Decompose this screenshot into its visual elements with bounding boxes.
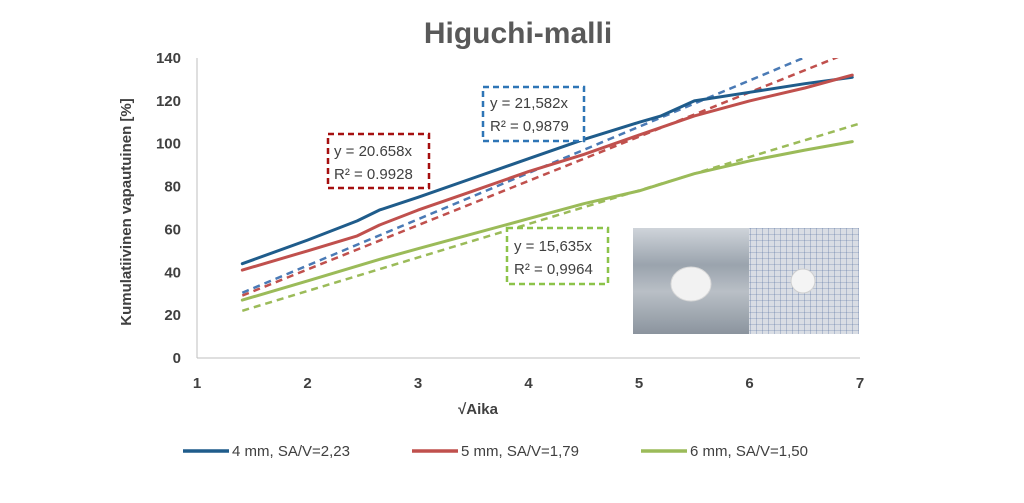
y-tick-label: 120 xyxy=(156,93,181,110)
x-tick-label: 3 xyxy=(414,375,422,392)
y-tick-label: 80 xyxy=(164,179,181,196)
series-line-2 xyxy=(240,140,854,302)
y-tick-label: 20 xyxy=(164,307,181,324)
y-tick-label: 100 xyxy=(156,136,181,153)
annotation-r2-5mm: R² = 0.9928 xyxy=(334,166,413,183)
annotation-equation-5mm: y = 20.658x xyxy=(334,143,412,160)
x-axis-tick-labels: 1 2 3 4 5 6 7 xyxy=(193,375,864,392)
legend-item-5mm: 5 mm, SA/V=1,79 xyxy=(412,443,579,460)
legend-label-5mm: 5 mm, SA/V=1,79 xyxy=(461,443,579,460)
annotation-equation-6mm: y = 15,635x xyxy=(514,238,592,255)
y-tick-label: 140 xyxy=(156,50,181,67)
trendline-annotation-4mm: y = 21,582x R² = 0,9879 xyxy=(481,85,586,143)
annotation-box-6mm xyxy=(505,226,610,286)
legend-label-4mm: 4 mm, SA/V=2,23 xyxy=(232,443,350,460)
trendline-annotation-6mm: y = 15,635x R² = 0,9964 xyxy=(505,226,610,286)
y-tick-label: 40 xyxy=(164,264,181,281)
trendline-annotation-5mm: y = 20.658x R² = 0.9928 xyxy=(326,132,431,190)
legend-item-4mm: 4 mm, SA/V=2,23 xyxy=(183,443,350,460)
annotation-equation-4mm: y = 21,582x xyxy=(490,95,568,112)
chart-title: Higuchi-malli xyxy=(424,17,612,50)
x-tick-label: 7 xyxy=(856,375,864,392)
x-tick-label: 5 xyxy=(635,375,643,392)
series-line-0 xyxy=(240,75,854,266)
x-tick-label: 6 xyxy=(745,375,753,392)
legend: 4 mm, SA/V=2,23 5 mm, SA/V=1,79 6 mm, SA… xyxy=(183,443,808,460)
trendline-0 xyxy=(241,58,807,294)
y-tick-label: 60 xyxy=(164,221,181,238)
y-tick-label: 0 xyxy=(173,350,181,367)
sample-photo xyxy=(633,228,859,334)
annotation-box-5mm xyxy=(326,132,431,190)
legend-item-6mm: 6 mm, SA/V=1,50 xyxy=(641,443,808,460)
annotation-box-4mm xyxy=(481,85,586,143)
x-tick-label: 2 xyxy=(303,375,311,392)
x-tick-label: 1 xyxy=(193,375,201,392)
trendline-1 xyxy=(241,58,839,297)
y-axis-tick-labels: 0 20 40 60 80 100 120 140 xyxy=(156,50,181,367)
y-axis-label: Kumulatiivinen vapautuinen [%] xyxy=(118,98,135,326)
x-tick-label: 4 xyxy=(524,375,533,392)
legend-label-6mm: 6 mm, SA/V=1,50 xyxy=(690,443,808,460)
x-axis-label: √Aika xyxy=(458,401,499,418)
annotation-r2-6mm: R² = 0,9964 xyxy=(514,261,593,278)
annotation-r2-4mm: R² = 0,9879 xyxy=(490,118,569,135)
series-line-1 xyxy=(240,73,854,272)
